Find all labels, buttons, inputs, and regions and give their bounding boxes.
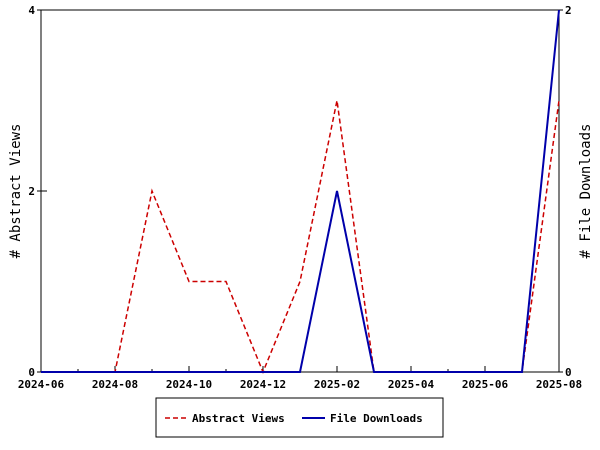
left-axis: 0 2 4 <box>28 4 47 379</box>
right-axis-title: # File Downloads <box>578 124 594 259</box>
series-layer <box>41 9 560 374</box>
x-tick-label: 2025-04 <box>388 378 435 391</box>
left-tick-label: 4 <box>28 4 35 17</box>
left-axis-title: # Abstract Views <box>8 124 24 259</box>
x-tick-label: 2025-06 <box>462 378 509 391</box>
legend-box <box>155 397 444 438</box>
legend-label-abstract-views: Abstract Views <box>192 412 285 425</box>
legend-label-file-downloads: File Downloads <box>330 412 423 425</box>
left-tick-label: 0 <box>28 366 35 379</box>
right-tick-label: 2 <box>565 4 572 17</box>
right-tick-label: 0 <box>565 366 572 379</box>
x-tick-label: 2024-06 <box>18 378 65 391</box>
x-tick-label: 2025-08 <box>536 378 582 391</box>
left-tick-label: 2 <box>28 185 35 198</box>
x-tick-label: 2024-08 <box>92 378 138 391</box>
legend: Abstract Views File Downloads <box>155 397 444 438</box>
x-tick-label: 2024-10 <box>166 378 212 391</box>
series-line-file-downloads <box>41 9 560 373</box>
plot-frame <box>40 9 560 373</box>
x-tick-label: 2024-12 <box>240 378 286 391</box>
x-tick-label: 2025-02 <box>314 378 360 391</box>
